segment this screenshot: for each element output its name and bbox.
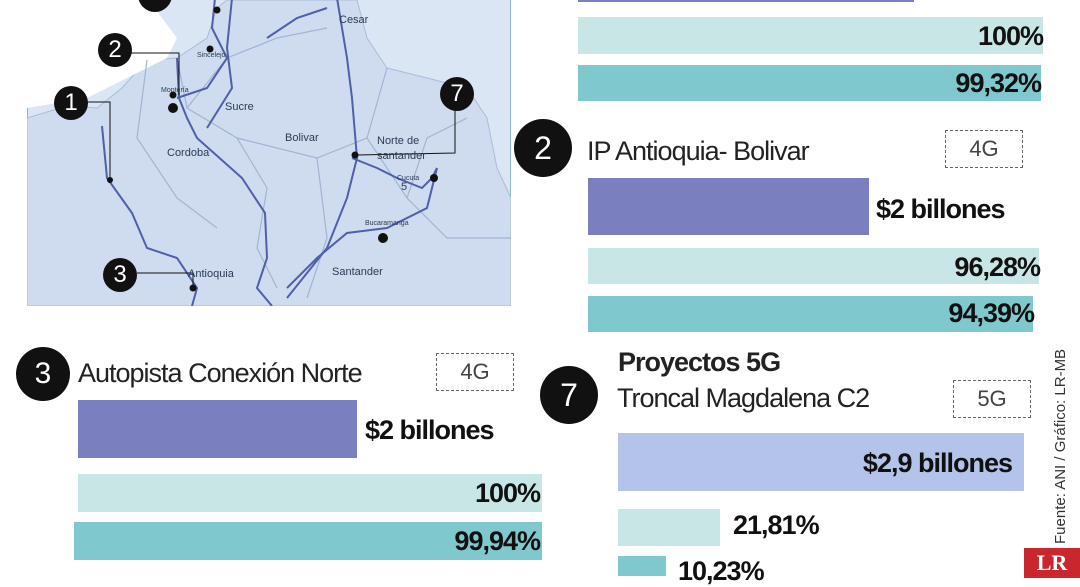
project-2-title: IP Antioquia- Bolivar [587, 136, 810, 166]
source-credit-text: Fuente: ANI / Gráfico: LR-MB [1052, 348, 1069, 544]
map-label-cesar: Cesar [339, 14, 369, 26]
map-label-norte-de-santander-1: Norte de [377, 135, 419, 147]
project-2-progress-bar-1 [588, 248, 1039, 284]
project-7-progress-value-1: 21,81% [733, 510, 820, 540]
map-marker-2: 2 [98, 33, 132, 67]
project-2-number: 2 [514, 119, 572, 177]
project-7-investment-bar [618, 433, 1024, 491]
project-7-badge: 5G [953, 380, 1031, 418]
project-2-progress-value-2: 94,39% [948, 298, 1035, 328]
map-marker-partial [138, 0, 172, 12]
map-label-cucuta: Cucuta [397, 175, 419, 182]
map-label-bolivar: Bolivar [285, 132, 319, 144]
top-investment-bar [578, 0, 914, 2]
map-marker-7: 7 [440, 77, 474, 111]
map-label-cordoba: Cordoba [167, 147, 210, 159]
map-label-bucaramanga: Bucaramanga [365, 220, 409, 227]
project-7-investment-value: $2,9 billones [862, 448, 1013, 478]
map-label-santander: Santander [332, 266, 383, 278]
project-3-progress-bar-2 [74, 522, 542, 560]
top-progress-value-1: 100% [977, 21, 1044, 51]
project-3-badge: 4G [436, 353, 514, 391]
project-3-progress-bar-1 [78, 474, 542, 512]
top-progress-value-2: 99,32% [955, 68, 1042, 98]
project-7-progress-value-2: 10,23% [678, 556, 765, 586]
project-3-number: 3 [16, 347, 70, 401]
map-marker-1: 1 [54, 86, 88, 120]
project-3-title: Autopista Conexión Norte [78, 358, 363, 388]
map-marker-3: 3 [103, 258, 137, 292]
map-label-sincelejo: Sincelejo [197, 52, 226, 59]
project-2-investment-bar [588, 178, 869, 235]
project-2-progress-bar-2 [588, 296, 1033, 332]
map-label-monteria: Montería [161, 87, 189, 94]
project-2-badge: 4G [945, 130, 1023, 168]
project-7-title: Troncal Magdalena C2 [617, 383, 870, 413]
publisher-logo: LR [1024, 548, 1080, 578]
map-label-norte-de-santander-2: santander [377, 150, 426, 162]
top-progress-bar-1 [578, 17, 1043, 54]
project-7-number: 7 [540, 366, 598, 424]
map-label-cucuta-number: 5 [401, 181, 407, 193]
project-3-progress-value-2: 99,94% [454, 526, 541, 556]
project-3-investment-bar [78, 400, 357, 458]
top-progress-bar-2 [578, 65, 1041, 101]
map-label-antioquia: Antioquia [188, 268, 235, 280]
project-7-progress-bar-2 [618, 556, 666, 576]
source-credit: Fuente: ANI / Gráfico: LR-MB [1052, 344, 1072, 544]
project-2-progress-value-1: 96,28% [954, 252, 1041, 282]
project-7-heading: Proyectos 5G [618, 347, 781, 377]
map-label-sucre: Sucre [225, 101, 254, 113]
region-map: Cesar Sucre Bolivar Cordoba Norte de san… [27, 0, 511, 306]
project-3-investment-value: $2 billones [365, 415, 495, 445]
project-3-progress-value-1: 100% [474, 478, 541, 508]
project-2-investment-value: $2 billones [876, 194, 1006, 224]
project-7-progress-bar-1 [618, 509, 720, 546]
